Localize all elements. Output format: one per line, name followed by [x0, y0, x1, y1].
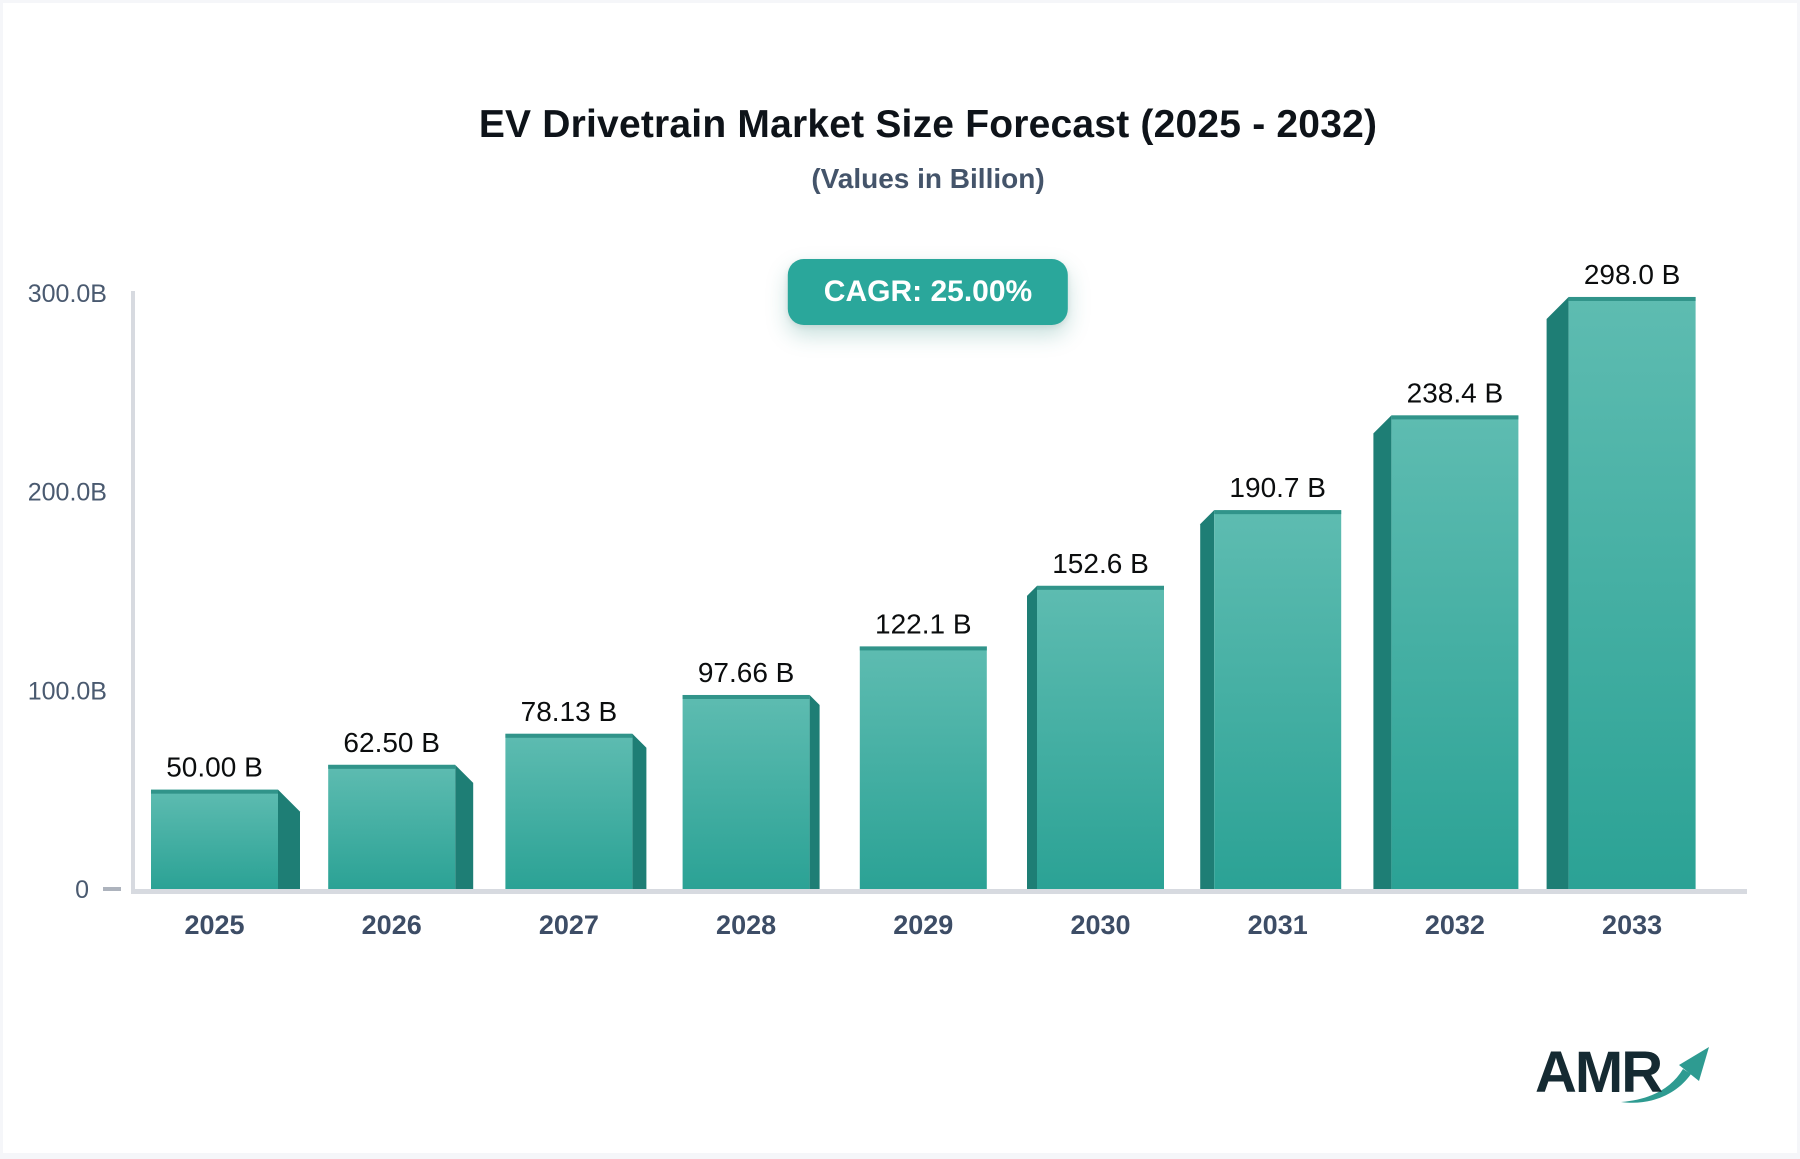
- bar-side-face: [1546, 296, 1569, 889]
- x-axis-label: 2030: [1070, 910, 1130, 940]
- x-axis-label: 2025: [184, 910, 244, 940]
- bar-2026[interactable]: [328, 764, 456, 889]
- bar-value-label: 238.4 B: [1407, 377, 1504, 408]
- bar-side-face: [809, 694, 820, 889]
- chart-card: EV Drivetrain Market Size Forecast (2025…: [3, 3, 1797, 1153]
- x-axis-label: 2033: [1602, 910, 1662, 940]
- x-axis-label: 2028: [716, 910, 776, 940]
- x-axis-line: [131, 889, 1747, 894]
- bar-top-edge: [859, 646, 987, 651]
- y-axis-label: 300.0B: [28, 280, 107, 308]
- bar-side-face: [455, 764, 474, 889]
- bar-top-edge: [151, 789, 278, 794]
- bar-2027[interactable]: [505, 733, 633, 889]
- bar-side-face: [1200, 510, 1215, 889]
- bar-top-edge: [1214, 510, 1342, 515]
- y-axis-label: 200.0B: [28, 479, 107, 507]
- bar-value-label: 50.00 B: [166, 752, 263, 783]
- zero-tick-mark: [103, 887, 121, 891]
- bar-2025[interactable]: [151, 789, 278, 889]
- bar-side-face: [1027, 585, 1037, 889]
- growth-arrow-icon: [1621, 1047, 1709, 1103]
- bar-value-label: 122.1 B: [875, 608, 972, 639]
- bar-top-edge: [328, 764, 456, 769]
- bar-2029[interactable]: [859, 646, 987, 889]
- x-axis-label: 2029: [893, 910, 953, 940]
- bar-value-label: 97.66 B: [698, 657, 795, 688]
- bar-top-edge: [505, 733, 633, 738]
- bar-chart: 0 100.0B 200.0B 300.0B 50.00 B 2025 62.50 B 202…: [28, 259, 1747, 940]
- bar-2031[interactable]: [1214, 510, 1342, 889]
- bar-2030[interactable]: [1037, 585, 1164, 889]
- x-axis-label: 2027: [539, 910, 599, 940]
- bar-top-edge: [1568, 296, 1696, 301]
- bar-side-face: [632, 733, 647, 889]
- chart-subtitle: (Values in Billion): [811, 163, 1045, 194]
- bar-top-edge: [1037, 585, 1164, 590]
- y-axis-label: 100.0B: [28, 677, 107, 705]
- x-axis-label: 2031: [1248, 910, 1308, 940]
- bars: 50.00 B 2025 62.50 B 2026 78.13 B 2027 97.66 B…: [151, 259, 1696, 940]
- y-axis-line: [131, 291, 135, 893]
- cagr-badge: CAGR: 25.00%: [787, 259, 1069, 325]
- bar-side-face: [278, 789, 300, 889]
- bar-value-label: 152.6 B: [1052, 548, 1149, 579]
- bar-2033[interactable]: [1568, 296, 1696, 889]
- y-axis-label: 0: [75, 876, 89, 904]
- bar-value-label: 190.7 B: [1229, 472, 1326, 503]
- amr-logo: AMR: [1535, 1043, 1711, 1107]
- chart-title: EV Drivetrain Market Size Forecast (2025…: [478, 103, 1378, 146]
- bar-top-edge: [682, 694, 810, 699]
- chart-header: EV Drivetrain Market Size Forecast (2025…: [28, 3, 1800, 195]
- x-axis-label: 2032: [1425, 910, 1485, 940]
- bar-value-label: 78.13 B: [521, 696, 618, 727]
- x-axis-label: 2026: [362, 910, 422, 940]
- bar-value-label: 62.50 B: [343, 727, 440, 758]
- bar-side-face: [1373, 415, 1392, 889]
- bar-top-edge: [1391, 415, 1519, 420]
- bar-2032[interactable]: [1391, 415, 1519, 889]
- logo-text: AMR: [1535, 1040, 1663, 1105]
- bar-value-label: 298.0 B: [1584, 259, 1681, 290]
- bar-2028[interactable]: [682, 694, 810, 889]
